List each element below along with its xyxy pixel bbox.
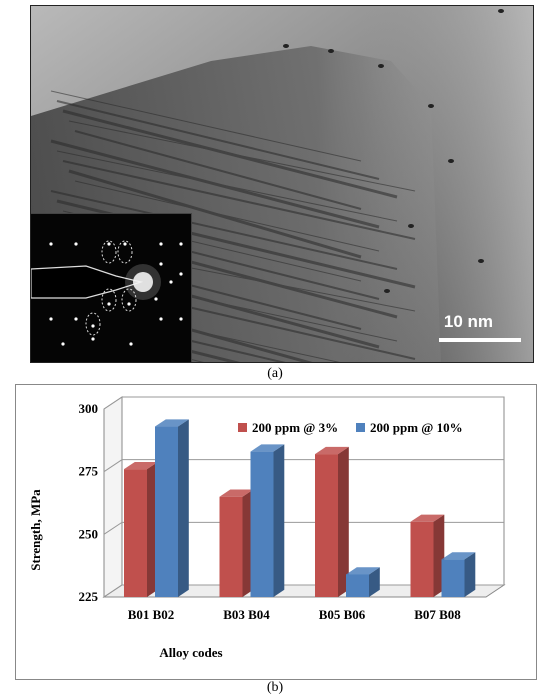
bar-2-0 (315, 446, 349, 597)
y-tick-label-2: 275 (79, 464, 99, 479)
strength-chart: 225 250 275 300 B01 B02 B03 B04 B05 B06 B07 B0… (15, 384, 537, 680)
bar-top (346, 567, 380, 575)
chart-side-wall (103, 396, 123, 598)
chart-frame (102, 396, 506, 598)
chart-legend: 200 ppm @ 3% 200 ppm @ 10% (238, 420, 463, 435)
bar-top (315, 446, 349, 455)
chart-svg: 225 250 275 300 B01 B02 B03 B04 B05 B06 B07 B0… (28, 396, 506, 660)
bar-top (410, 514, 445, 522)
bar-top (250, 444, 285, 452)
bar-top (155, 419, 189, 427)
bar-side (369, 567, 380, 597)
y-tick-label-3: 300 (79, 401, 99, 416)
bar-1-0 (219, 489, 254, 597)
x-tick-label-0: B01 B02 (128, 607, 175, 622)
bar-top (219, 489, 254, 497)
legend-swatch-0 (238, 423, 247, 432)
bar-front (124, 469, 147, 597)
bar-front (346, 574, 369, 597)
legend-label-1: 200 ppm @ 10% (370, 420, 463, 435)
x-axis-title: Alloy codes (159, 645, 222, 660)
caption-b: (b) (266, 680, 284, 695)
bar-side (464, 552, 476, 597)
bar-top (124, 461, 158, 470)
x-tick-label-2: B05 B06 (319, 607, 366, 622)
y-tick-label-0: 225 (79, 589, 99, 604)
y-tick-labels: 225 250 275 300 (79, 401, 99, 604)
x-tick-label-1: B03 B04 (223, 607, 270, 622)
bar-top (441, 552, 476, 560)
bar-side (178, 419, 189, 597)
bar-front (250, 451, 274, 597)
tem-micrograph: 10 nm (30, 5, 534, 363)
bar-front (219, 496, 243, 597)
diffraction-pattern-inset (31, 213, 192, 362)
bar-front (315, 454, 338, 597)
bar-front (441, 559, 465, 597)
scale-bar-label: 10 nm (443, 312, 493, 331)
gridline-1 (103, 521, 504, 535)
bar-0-0 (124, 461, 158, 597)
y-axis-title: Strength, MPa (28, 489, 43, 571)
bar-0-1 (155, 419, 189, 597)
bar-2-1 (346, 567, 380, 597)
caption-a: (a) (267, 366, 283, 381)
bar-3-1 (441, 552, 476, 597)
bar-side (338, 446, 349, 597)
bar-3-0 (410, 514, 445, 597)
scale-bar (439, 338, 521, 342)
bar-front (155, 426, 178, 597)
bar-side (273, 444, 285, 597)
gridline-3 (103, 396, 504, 410)
legend-label-0: 200 ppm @ 3% (252, 420, 338, 435)
legend-swatch-1 (356, 423, 365, 432)
gridline-2 (103, 459, 504, 473)
bar-1-1 (250, 444, 285, 597)
x-tick-labels: B01 B02 B03 B04 B05 B06 B07 B08 (128, 607, 462, 622)
x-tick-label-3: B07 B08 (414, 607, 461, 622)
chart-bars (124, 419, 476, 597)
y-tick-label-1: 250 (79, 526, 99, 541)
bar-front (410, 521, 434, 597)
